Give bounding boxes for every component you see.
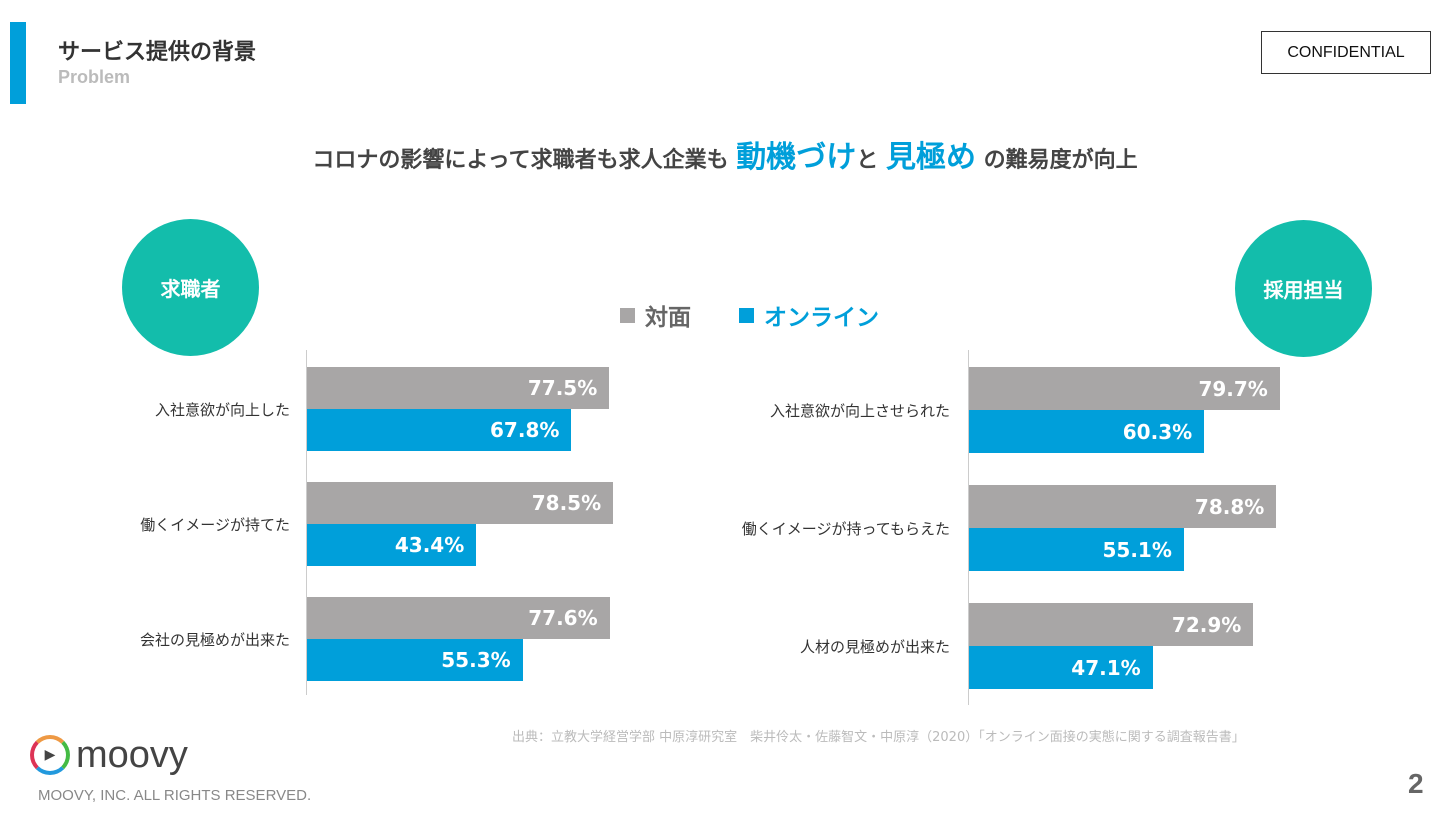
bar-online: 47.1% bbox=[969, 646, 1153, 689]
bar-online: 67.8% bbox=[307, 409, 572, 451]
chart-axis bbox=[968, 350, 969, 705]
headline: コロナの影響によって求職者も求人企業も 動機づけと 見極め の難易度が向上 bbox=[0, 132, 1450, 176]
data-label: 77.5% bbox=[527, 376, 598, 400]
bar-online: 60.3% bbox=[969, 410, 1205, 453]
confidential-badge: CONFIDENTIAL bbox=[1261, 31, 1431, 74]
headline-pre: コロナの影響によって求職者も求人企業も bbox=[312, 148, 729, 173]
data-label: 67.8% bbox=[490, 418, 560, 442]
bar-online: 55.1% bbox=[969, 528, 1184, 571]
title-accent-bar bbox=[10, 22, 26, 104]
bar-online: 55.3% bbox=[307, 639, 523, 681]
chart-axis bbox=[306, 350, 307, 695]
chart-title-jobseeker: 求職者 bbox=[122, 219, 259, 356]
data-label: 60.3% bbox=[1122, 419, 1193, 444]
category-label: 会社の見極めが出来た bbox=[139, 631, 290, 649]
legend-swatch bbox=[739, 308, 754, 323]
page-subtitle: Problem bbox=[58, 67, 131, 87]
category-label: 働くイメージが持てた bbox=[140, 516, 290, 534]
category-label: 人材の見極めが出来た bbox=[799, 638, 950, 656]
headline-highlight-motivation: 動機づけ bbox=[736, 140, 857, 175]
data-label: 55.3% bbox=[441, 648, 511, 672]
page-number: 2 bbox=[1408, 768, 1424, 799]
play-icon: ▶ bbox=[30, 735, 70, 775]
bar-face-to-face: 77.6% bbox=[307, 597, 610, 639]
data-label: 79.7% bbox=[1198, 376, 1268, 401]
data-label: 47.1% bbox=[1071, 655, 1141, 680]
moovy-logo: ▶ moovy bbox=[30, 735, 188, 775]
bar-face-to-face: 77.5% bbox=[307, 367, 610, 409]
data-label: 43.4% bbox=[394, 533, 465, 557]
legend-item-online: オンライン bbox=[739, 298, 879, 332]
legend-swatch bbox=[620, 308, 635, 323]
source-citation: 出典：立教大学経営学部 中原淳研究室 柴井伶太・佐藤智文・中原淳（2020）「オ… bbox=[512, 730, 1245, 745]
logo-wordmark: moovy bbox=[76, 734, 188, 776]
legend: 対面 オンライン bbox=[620, 298, 879, 332]
bar-face-to-face: 72.9% bbox=[969, 603, 1254, 646]
page-title: サービス提供の背景 bbox=[58, 40, 257, 65]
chart-title-recruiter: 採用担当 bbox=[1235, 220, 1372, 357]
bar-online: 43.4% bbox=[307, 524, 477, 566]
data-label: 55.1% bbox=[1102, 537, 1172, 562]
copyright: MOOVY, INC. ALL RIGHTS RESERVED. bbox=[38, 787, 312, 804]
legend-label: オンライン bbox=[764, 305, 879, 331]
data-label: 77.6% bbox=[528, 606, 598, 630]
legend-item-face-to-face: 対面 bbox=[620, 298, 691, 332]
bar-face-to-face: 78.5% bbox=[307, 482, 614, 524]
category-label: 入社意欲が向上した bbox=[154, 401, 290, 419]
bar-face-to-face: 78.8% bbox=[969, 485, 1277, 528]
data-label: 78.5% bbox=[531, 491, 602, 515]
headline-mid: と bbox=[856, 148, 879, 173]
legend-label: 対面 bbox=[645, 305, 691, 331]
headline-highlight-assessment: 見極め bbox=[885, 140, 976, 175]
category-label: 入社意欲が向上させられた bbox=[769, 402, 950, 420]
data-label: 78.8% bbox=[1194, 494, 1265, 519]
headline-post: の難易度が向上 bbox=[983, 148, 1138, 173]
data-label: 72.9% bbox=[1171, 612, 1242, 637]
bar-face-to-face: 79.7% bbox=[969, 367, 1280, 410]
category-label: 働くイメージが持ってもらえた bbox=[741, 520, 950, 538]
